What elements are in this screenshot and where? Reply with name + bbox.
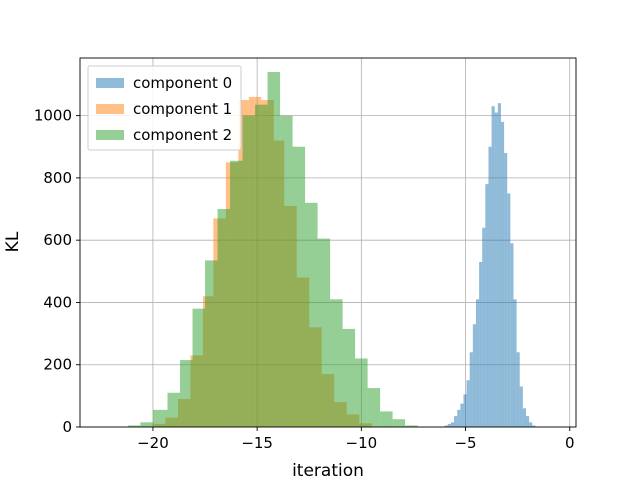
histogram-bar — [525, 416, 530, 427]
histogram-bar — [488, 146, 492, 428]
histogram-bar — [152, 409, 168, 427]
x-tick-label: −10 — [346, 434, 378, 452]
y-tick-label: 400 — [43, 293, 72, 311]
histogram-bar — [317, 238, 331, 427]
series-0-bars — [444, 103, 536, 428]
histogram-bar — [529, 422, 533, 427]
histogram-bar — [217, 209, 231, 427]
histogram-bar — [180, 360, 193, 427]
histogram-bar — [472, 324, 476, 427]
legend-swatch — [96, 130, 124, 140]
histogram-bar — [485, 184, 489, 427]
x-tick-label: −15 — [241, 434, 273, 452]
legend-box — [87, 65, 242, 151]
histogram-bar — [457, 409, 461, 427]
histogram-bar — [405, 425, 418, 427]
histogram-bar — [532, 425, 536, 427]
legend: component 0 component 1 component 2 — [87, 65, 242, 151]
y-tick-label: 600 — [43, 231, 72, 249]
histogram-bar — [355, 358, 368, 427]
y-tick-label: 1000 — [34, 107, 72, 125]
histogram-bar — [463, 394, 467, 427]
histogram-bar — [519, 386, 523, 427]
histogram-bar — [522, 408, 526, 427]
histogram-bar — [444, 425, 448, 427]
histogram-bar — [205, 260, 218, 427]
histogram-bar — [475, 299, 480, 427]
histogram-bar — [242, 115, 256, 427]
histogram-bar — [305, 202, 318, 427]
histogram-bar — [127, 425, 141, 427]
legend-swatch — [96, 78, 124, 88]
series-2-bars — [127, 72, 418, 428]
x-tick-label: −5 — [454, 434, 476, 452]
plot-frame — [79, 57, 577, 428]
histogram-bar — [342, 328, 356, 427]
histogram-bars — [127, 72, 536, 428]
histogram-bar — [479, 261, 483, 427]
x-tick-label: 0 — [565, 434, 575, 452]
x-axis-ticks: −20 −15 −10 −5 0 — [137, 427, 575, 452]
histogram-bar — [482, 227, 486, 427]
histogram-bar — [230, 160, 243, 427]
y-axis-label: KL — [3, 231, 23, 252]
histogram-bar — [280, 115, 293, 427]
histogram-bar — [367, 388, 381, 427]
histogram-bar — [380, 411, 393, 427]
legend-swatch — [96, 104, 124, 114]
histogram-bar — [469, 352, 473, 427]
y-tick-label: 200 — [43, 356, 72, 374]
histogram-bar — [140, 422, 153, 427]
x-tick-label: −20 — [137, 434, 169, 452]
histogram-bar — [466, 380, 470, 427]
histogram-bar — [267, 72, 281, 427]
histogram-bar — [454, 416, 458, 427]
histogram-bar — [500, 121, 505, 427]
histogram-bar — [507, 193, 511, 427]
histogram-bar — [450, 422, 455, 427]
y-tick-label: 0 — [62, 418, 72, 436]
x-axis-label: iteration — [292, 461, 364, 480]
histogram-bar — [513, 299, 517, 427]
histogram-bar — [491, 106, 495, 428]
y-axis-ticks: 0 200 400 600 800 1000 — [34, 107, 80, 436]
legend-label: component 1 — [133, 100, 232, 118]
histogram-bar — [497, 103, 501, 427]
histogram-bar — [494, 112, 498, 428]
histogram-bar — [167, 392, 181, 427]
legend-label: component 2 — [133, 126, 232, 144]
histogram-bar — [460, 403, 464, 427]
histogram-bar — [516, 352, 520, 427]
histogram-bar — [255, 104, 268, 427]
histogram-bar — [330, 299, 343, 427]
y-tick-label: 800 — [43, 169, 72, 187]
histogram-bar — [510, 243, 514, 427]
histogram-bar — [292, 146, 306, 428]
histogram-bar — [192, 308, 206, 427]
histogram-bar — [504, 152, 508, 428]
legend-label: component 0 — [133, 74, 232, 92]
histogram-bar — [392, 419, 406, 427]
histogram-bar — [447, 423, 451, 427]
